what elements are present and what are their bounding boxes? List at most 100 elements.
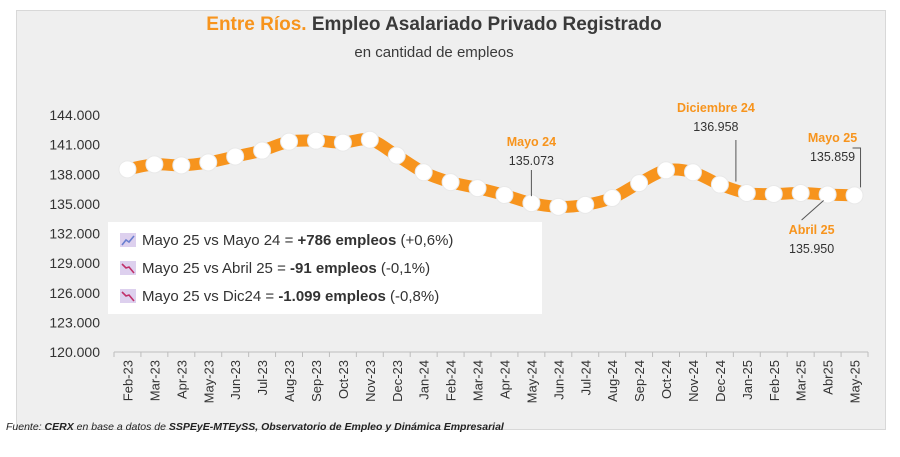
x-tick-label: Feb-24 [444, 360, 459, 401]
x-tick-label: Nov-24 [686, 360, 701, 402]
x-tick-label: Apr-24 [497, 360, 512, 399]
data-point [441, 173, 460, 192]
source-mid: en base a datos de [73, 421, 169, 433]
annotation-value: 135.859 [810, 150, 855, 164]
data-point [172, 156, 191, 175]
chart-title-text: Empleo Asalariado Privado Registrado [311, 14, 662, 35]
annotation-leader [852, 147, 862, 188]
data-point [306, 131, 325, 150]
data-point [630, 174, 649, 193]
data-point [791, 184, 810, 203]
source-note: Fuente: CERX en base a datos de SSPEyE-M… [6, 421, 504, 433]
x-tick-label: Feb-25 [767, 360, 782, 401]
legend-text: Mayo 25 vs Dic24 = [142, 288, 279, 305]
x-tick-label: Oct-23 [336, 360, 351, 399]
y-tick-label: 132.000 [49, 226, 100, 242]
annotation-label: Mayo 24 [507, 135, 556, 149]
series-line [121, 133, 861, 213]
annotation-value: 136.958 [693, 120, 738, 134]
annotation-value: 135.073 [509, 154, 554, 168]
data-point [468, 179, 487, 198]
data-point [683, 163, 702, 182]
x-tick-label: Dec-24 [713, 360, 728, 402]
comparison-legend: Mayo 25 vs Mayo 24 = +786 empleos (+0,6%… [108, 222, 542, 314]
chart-title: Entre Ríos. Empleo Asalariado Privado Re… [0, 14, 868, 36]
chart-frame [16, 10, 886, 430]
annotation-label: Abril 25 [789, 223, 835, 237]
y-tick-label: 120.000 [49, 344, 100, 360]
data-point [118, 160, 137, 179]
annotation-leader [801, 200, 824, 221]
data-point [764, 185, 783, 203]
data-point [603, 188, 622, 207]
y-tick-label: 144.000 [49, 107, 100, 123]
legend-row-dec: Mayo 25 vs Dic24 = -1.099 empleos (-0,8%… [120, 288, 439, 305]
data-point [522, 194, 541, 213]
annotation-value: 135.950 [789, 242, 834, 256]
x-tick-label: Mar-25 [794, 360, 809, 401]
data-point [253, 141, 272, 160]
x-tick-label: Jan-25 [740, 360, 755, 400]
data-point [360, 130, 379, 149]
x-tick-label: Dec-23 [390, 360, 405, 402]
annotation-label: Diciembre 24 [677, 101, 755, 115]
legend-text: Mayo 25 vs Abril 25 = [142, 260, 290, 277]
x-tick-label: Abr25 [821, 360, 836, 395]
data-point [145, 155, 164, 174]
trend-down-icon [120, 289, 136, 303]
x-tick-label: May-23 [201, 360, 216, 403]
x-tick-label: Oct-24 [659, 360, 674, 399]
x-tick-label: Aug-24 [605, 360, 620, 402]
legend-value: -91 empleos [290, 260, 377, 277]
y-tick-label: 141.000 [49, 137, 100, 153]
annotation-label: Mayo 25 [808, 131, 857, 145]
x-tick-label: Jun-24 [551, 360, 566, 400]
legend-row-yoy: Mayo 25 vs Mayo 24 = +786 empleos (+0,6%… [120, 232, 453, 249]
data-point [495, 185, 514, 204]
data-point [414, 163, 433, 182]
x-tick-label: May-24 [524, 360, 539, 403]
data-point [280, 132, 299, 151]
source-datasets: SSPEyE-MTEySS, Observatorio de Empleo y … [168, 421, 504, 433]
data-point [199, 153, 218, 172]
legend-pct: (+0,6%) [396, 232, 454, 249]
legend-value: -1.099 empleos [278, 288, 386, 305]
x-tick-label: Apr-23 [174, 360, 189, 399]
x-tick-label: Jan-24 [417, 360, 432, 400]
data-point [818, 185, 837, 204]
y-tick-label: 126.000 [49, 285, 100, 301]
trend-up-icon [120, 233, 136, 247]
x-tick-label: May-25 [848, 360, 863, 403]
legend-pct: (-0,1%) [376, 260, 431, 277]
x-tick-label: Nov-23 [363, 360, 378, 402]
x-tick-label: Feb-23 [120, 360, 135, 401]
data-point [387, 146, 406, 165]
trend-down-icon [120, 261, 136, 275]
x-tick-label: Jul-23 [255, 360, 270, 395]
x-tick-label: Mar-24 [471, 360, 486, 401]
y-tick-label: 135.000 [49, 196, 100, 212]
x-tick-label: Sep-23 [309, 360, 324, 402]
source-prefix: Fuente: [6, 421, 45, 433]
x-tick-label: Jul-24 [578, 360, 593, 395]
data-point [737, 184, 756, 203]
chart-title-highlight: Entre Ríos. [206, 14, 307, 35]
legend-pct: (-0,8%) [385, 288, 440, 305]
x-tick-label: Aug-23 [282, 360, 297, 402]
y-tick-label: 123.000 [49, 314, 100, 330]
source-org: CERX [44, 421, 74, 433]
legend-row-mom: Mayo 25 vs Abril 25 = -91 empleos (-0,1%… [120, 260, 430, 277]
data-point [576, 195, 595, 214]
data-point [657, 161, 676, 180]
x-tick-label: Jun-23 [228, 360, 243, 400]
data-point [845, 186, 864, 205]
data-point [333, 133, 352, 152]
data-point [226, 147, 245, 166]
y-tick-label: 138.000 [49, 166, 100, 182]
legend-value: +786 empleos [297, 232, 397, 249]
line-chart: 120.000 123.000 126.000 129.000 132.000 135.0… [49, 101, 869, 403]
x-tick-label: Sep-24 [632, 360, 647, 402]
chart-subtitle: en cantidad de empleos [354, 44, 514, 61]
legend-text: Mayo 25 vs Mayo 24 = [142, 232, 298, 249]
x-tick-label: Mar-23 [147, 360, 162, 401]
